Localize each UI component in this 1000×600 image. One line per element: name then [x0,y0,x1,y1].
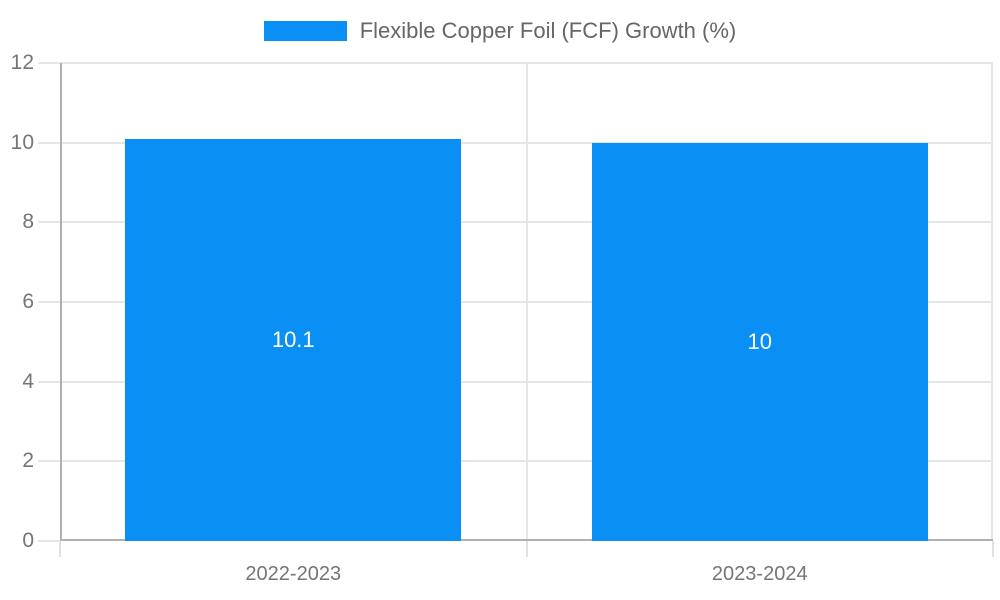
y-axis-tick-label: 6 [22,290,34,313]
plot-right-border [991,63,993,541]
x-axis-tick [525,541,528,557]
legend-swatch [263,21,347,41]
y-axis-tick [38,141,60,144]
y-axis-tick-label: 12 [10,51,34,74]
y-axis-line [60,63,62,541]
plot-area: 10.1 10 [60,62,993,541]
x-axis-tick [992,541,994,557]
y-axis-tick [38,380,60,383]
bar-value-label: 10.1 [271,326,315,352]
x-axis-line [60,539,993,541]
y-axis-tick-label: 2 [22,449,34,473]
y-axis-tick [38,460,60,463]
bar-2022-2023: 10.1 [125,138,462,541]
y-axis-tick-label: 10 [10,130,34,154]
y-axis-tick [38,301,60,303]
y-axis-tick-label: 4 [22,369,34,393]
y-axis-tick-label: 0 [22,529,34,552]
gridline-category-divider [525,63,528,541]
y-axis-tick-label: 8 [22,210,34,234]
bar-value-label: 10 [747,328,772,354]
chart-legend: Flexible Copper Foil (FCF) Growth (%) [0,19,1000,43]
y-axis-tick [38,221,60,224]
bar-2023-2024: 10 [591,142,928,541]
x-axis-label-2023-2024: 2023-2024 [711,563,808,585]
x-axis-tick [59,541,61,557]
y-axis-tick [38,62,60,64]
legend-label: Flexible Copper Foil (FCF) Growth (%) [359,18,737,43]
x-axis-label-2022-2023: 2022-2023 [245,563,342,585]
y-axis-tick [38,540,60,542]
